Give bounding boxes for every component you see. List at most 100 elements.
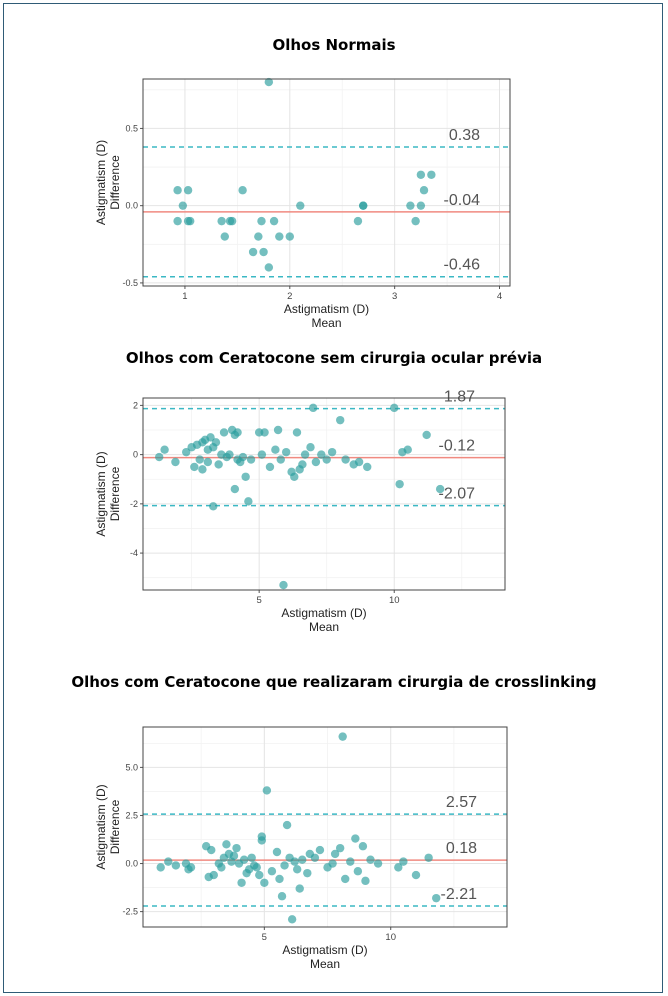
limit-of-agreement-label: -2.21 [441,886,478,903]
data-point [285,232,294,241]
data-point [182,447,191,457]
data-point [262,786,272,795]
data-point [238,452,248,462]
limit-of-agreement-label: 1.87 [444,389,475,406]
data-point [328,859,337,868]
data-point [272,847,282,857]
data-point [203,457,213,467]
data-point [254,232,263,241]
data-point [394,863,403,872]
data-point [244,497,253,506]
mean-difference-label: 0.18 [446,840,477,857]
data-point [427,170,436,179]
data-point [280,861,289,870]
data-point [237,878,246,887]
data-point [230,484,240,494]
y-tick-label: -2.5 [122,907,138,917]
data-point [298,855,307,864]
data-point [267,867,277,876]
x-tick-label: 10 [385,932,396,943]
data-point [338,732,347,741]
plot-border [142,397,506,591]
data-point [399,857,408,866]
y-axis-label: Astigmatism (D) [94,784,108,869]
data-point [260,878,269,887]
data-point [248,247,258,257]
data-point [300,450,310,459]
data-point [311,457,321,467]
data-point [183,186,193,195]
data-point [238,186,247,195]
bland-altman-chart-normal: 1 2 3 4 -0.5 0.0 0.5 0.38 -0.04 -0.46 Astigmatism … [94,77,511,330]
data-point [341,874,350,884]
data-point [252,863,261,872]
y-tick-label: 0 [133,450,138,460]
data-point [229,851,239,861]
data-point [424,853,433,862]
data-point [222,840,231,849]
data-point [282,820,292,830]
data-point [358,842,368,851]
data-point [209,870,218,880]
data-point [257,836,267,845]
data-point [214,460,223,469]
data-point [239,855,249,864]
data-point [220,232,229,241]
x-tick-label: 4 [497,291,502,302]
data-point [232,843,241,853]
data-point [260,428,269,437]
data-point [173,216,182,226]
data-point [327,447,337,457]
limit-of-agreement-label: -0.46 [444,257,481,274]
data-point [273,425,283,435]
x-tick-label: 5 [257,595,262,606]
data-point [217,216,226,226]
data-point [290,472,299,481]
data-point [247,853,256,862]
data-point [361,876,370,886]
data-point [416,170,426,179]
data-point [354,457,364,467]
data-point [303,868,312,878]
x-axis-label: Mean [310,957,340,971]
data-point [298,460,307,469]
data-point [390,403,399,413]
chart-title-normal-eyes: Olhos Normais [272,36,396,54]
data-point [353,867,363,876]
data-point [363,462,372,472]
y-tick-label: -4 [130,548,138,558]
data-point [322,455,331,464]
x-axis-label: Astigmatism (D) [284,302,369,316]
data-point [353,216,363,226]
x-tick-label: 2 [287,291,292,302]
plot-area [143,727,507,927]
data-point [241,472,250,481]
data-point [416,201,426,210]
data-point [276,455,285,464]
x-axis-label: Astigmatism (D) [281,606,366,620]
plot-area [143,79,510,286]
data-point [257,450,267,459]
data-point [233,428,242,437]
data-point [155,452,164,462]
data-point [265,462,275,472]
chart-title-keratoconus-no-surgery: Olhos com Ceratocone sem cirurgia ocular… [125,349,543,367]
data-point [198,465,207,474]
plot-border [142,726,508,928]
data-point [264,263,274,272]
data-point [335,843,345,853]
x-axis-label: Mean [309,620,339,634]
data-point [164,857,173,866]
data-point [422,430,431,440]
data-point [292,865,302,874]
y-axis-label: Difference [108,466,122,521]
y-tick-label: 0.0 [125,859,138,869]
data-point [227,216,237,226]
data-point [296,201,305,210]
chart-title-keratoconus-crosslinking: Olhos com Ceratocone que realizaram ciru… [71,673,597,691]
data-point [160,445,169,454]
data-point [395,479,404,489]
bland-altman-chart-crosslinking: 5 10 -2.5 0.0 2.5 5.0 2.57 0.18 -2.21 Astigmatism… [94,726,508,971]
y-axis-label: Difference [108,799,122,854]
